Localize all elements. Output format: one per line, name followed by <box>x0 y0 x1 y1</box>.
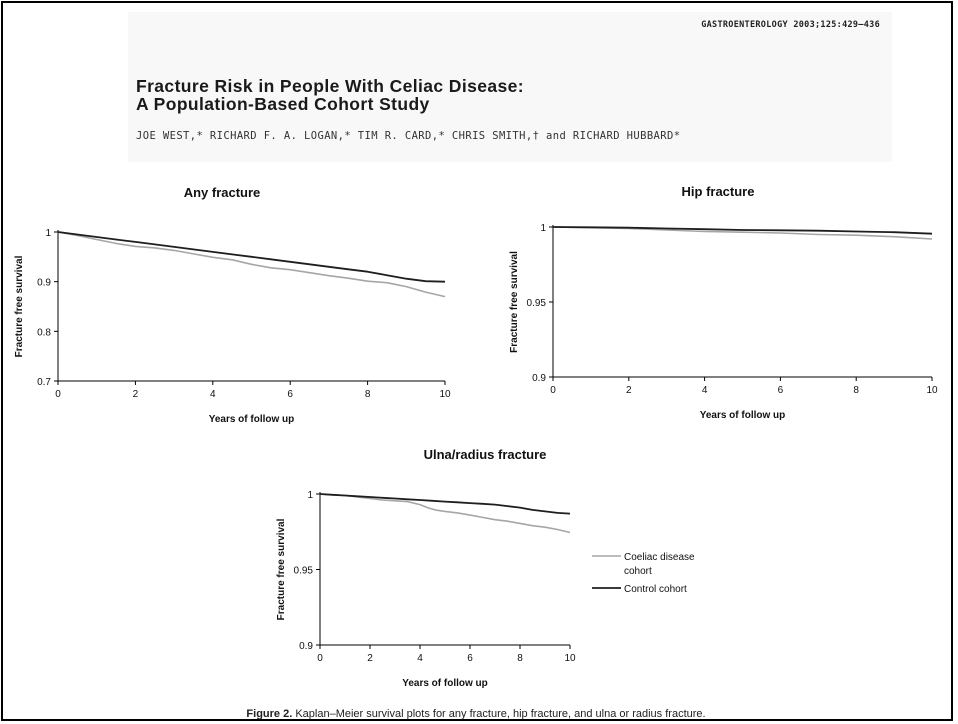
chart-1-title: Any fracture <box>184 185 261 200</box>
chart-2-y-tick-label: 1 <box>540 223 546 234</box>
chart-1-y-tick-label: 1 <box>45 228 51 239</box>
header-band <box>128 12 892 162</box>
chart-1-x-axis-label: Years of follow up <box>209 414 295 425</box>
figure-caption-text: Kaplan–Meier survival plots for any frac… <box>292 708 706 720</box>
chart-2-control-line <box>552 226 933 235</box>
chart-2-y-axis-label: Fracture free survival <box>509 251 520 353</box>
chart-2-x-tick-label: 0 <box>550 385 556 396</box>
figure-caption: Figure 2. Kaplan–Meier survival plots fo… <box>0 708 952 720</box>
chart-1-y-tick-label: 0.8 <box>37 327 51 338</box>
chart-3-x-tick-label: 10 <box>564 653 576 664</box>
chart-3-coeliac-line <box>319 493 571 534</box>
chart-1-coeliac-line <box>57 231 446 298</box>
chart-2-x-tick-label: 10 <box>926 385 938 396</box>
chart-1-x-tick-label: 0 <box>55 389 61 400</box>
chart-1-y-tick-label: 0.7 <box>37 377 51 388</box>
figure-caption-label: Figure 2. <box>246 708 293 720</box>
chart-1-x-tick-label: 2 <box>133 389 139 400</box>
chart-3-control-line <box>319 493 571 515</box>
chart-3-y-tick-label: 1 <box>307 490 313 501</box>
chart-legend: Coeliac disease cohort Control cohort <box>592 552 695 595</box>
chart-3: Ulna/radius fracture 0 2 4 6 8 10 0.9 0.95 1 Years… <box>276 447 576 689</box>
article-title-line-1: Fracture Risk in People With Celiac Dise… <box>136 76 524 96</box>
chart-3-x-tick-label: 4 <box>417 653 423 664</box>
chart-1-x-tick-label: 4 <box>210 389 216 400</box>
chart-2-x-tick-label: 8 <box>853 385 859 396</box>
chart-1-x-tick-label: 10 <box>439 389 451 400</box>
chart-1-control-line <box>57 231 446 283</box>
legend-label-coeliac: cohort <box>624 566 652 577</box>
chart-2-x-axis-label: Years of follow up <box>700 410 786 421</box>
chart-3-title: Ulna/radius fracture <box>424 447 547 462</box>
chart-1: Any fracture 0 2 4 6 8 10 0.7 0.8 0.9 1 Years of fo… <box>14 185 451 425</box>
chart-3-y-tick-label: 0.9 <box>299 641 313 652</box>
chart-3-x-tick-label: 8 <box>517 653 523 664</box>
chart-3-y-tick-label: 0.95 <box>294 566 314 577</box>
article-authors: JOE WEST,* RICHARD F. A. LOGAN,* TIM R. … <box>136 130 681 142</box>
chart-2-y-tick-label: 0.95 <box>527 298 547 309</box>
chart-2: Hip fracture 0 2 4 6 8 10 0.9 0.95 1 Years of foll… <box>509 184 938 421</box>
chart-2-coeliac-line <box>552 226 933 240</box>
chart-2-x-tick-label: 4 <box>702 385 708 396</box>
chart-3-y-axis-label: Fracture free survival <box>276 518 287 620</box>
article-title-line-2: A Population-Based Cohort Study <box>136 94 430 114</box>
chart-3-x-tick-label: 0 <box>317 653 323 664</box>
chart-1-y-axis-label: Fracture free survival <box>14 255 25 357</box>
chart-2-title: Hip fracture <box>682 184 755 199</box>
chart-3-x-tick-label: 2 <box>367 653 373 664</box>
chart-1-x-tick-label: 6 <box>287 389 293 400</box>
chart-3-x-tick-label: 6 <box>467 653 473 664</box>
chart-1-y-tick-label: 0.9 <box>37 278 51 289</box>
chart-2-x-tick-label: 6 <box>778 385 784 396</box>
chart-3-x-axis-label: Years of follow up <box>402 678 488 689</box>
chart-2-x-tick-label: 2 <box>626 385 632 396</box>
legend-label-control: Control cohort <box>624 584 687 595</box>
chart-1-x-tick-label: 8 <box>365 389 371 400</box>
chart-2-y-tick-label: 0.9 <box>532 373 546 384</box>
journal-reference: GASTROENTEROLOGY 2003;125:429–436 <box>701 20 880 30</box>
legend-label-coeliac: Coeliac disease <box>624 552 695 563</box>
